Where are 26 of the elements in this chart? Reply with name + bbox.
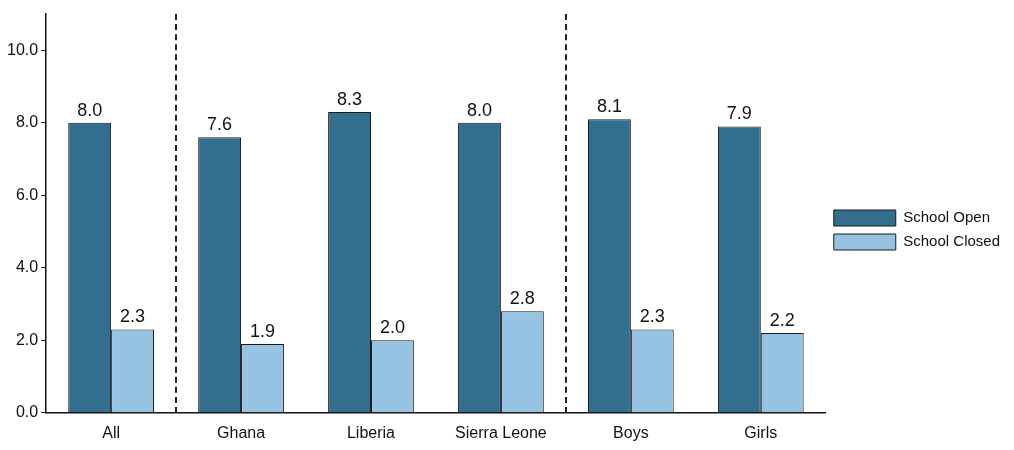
data-label: 2.3 [639, 306, 665, 327]
y-tick-label: 6.0 [15, 185, 39, 203]
data-label: 1.9 [249, 320, 276, 341]
x-tick-label: Liberia [346, 423, 396, 441]
data-label: 2.8 [509, 288, 535, 309]
data-label: 2.2 [769, 310, 795, 331]
y-tick-label: 8.0 [15, 113, 39, 131]
x-tick-label: Boys [613, 423, 649, 441]
data-label: 7.6 [207, 114, 233, 135]
x-tick-label: All [102, 423, 120, 441]
y-tick-label: 2.0 [15, 330, 39, 348]
data-label: 7.9 [726, 103, 752, 124]
x-tick-label: Sierra Leone [455, 423, 547, 441]
data-label: 2.0 [379, 317, 405, 338]
data-label: 8.0 [77, 99, 103, 120]
legend-label: School Closed [903, 232, 1001, 250]
data-label: 8.3 [337, 88, 363, 109]
legend-label: School Open [903, 208, 991, 226]
data-label: 8.0 [466, 99, 492, 120]
data-label: 2.3 [120, 306, 146, 327]
data-label: 8.1 [596, 96, 622, 117]
y-tick-label: 10.0 [7, 40, 39, 58]
y-tick-label: 4.0 [15, 258, 39, 276]
x-tick-label: Ghana [217, 423, 266, 441]
x-tick-label: Girls [744, 423, 778, 441]
y-tick-label: 0.0 [15, 403, 39, 421]
